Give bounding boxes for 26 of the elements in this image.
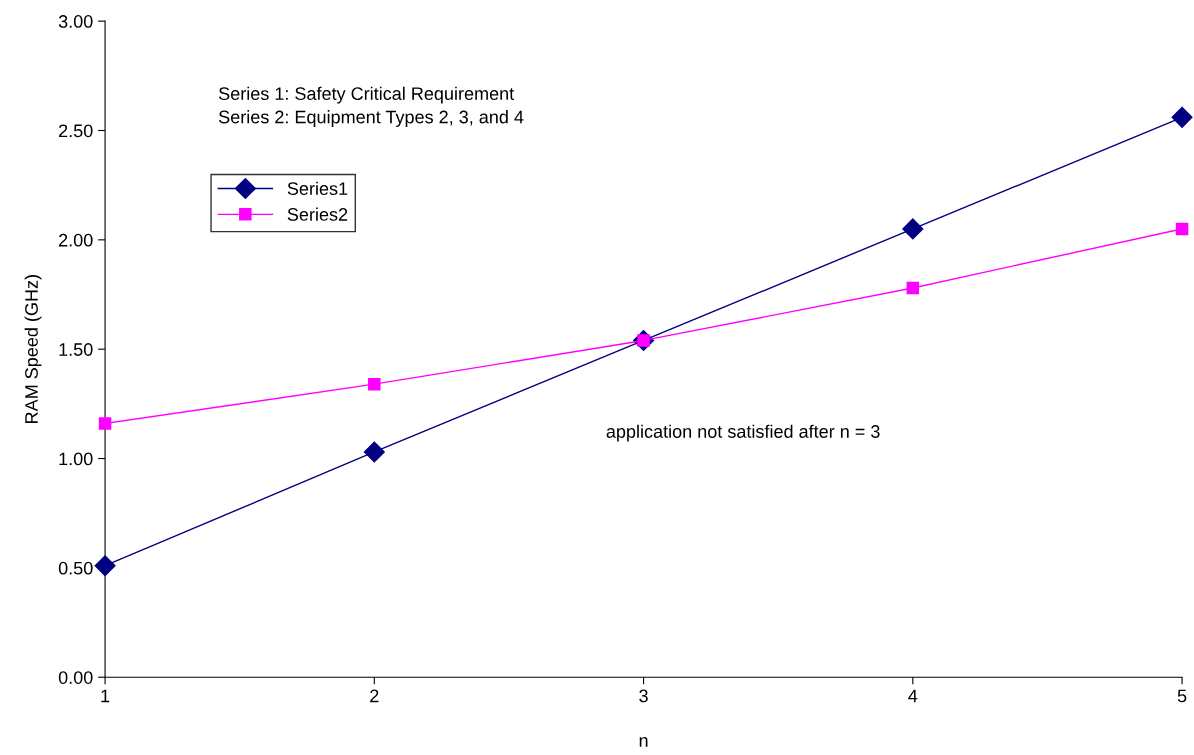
point (1175, 222, 1189, 236)
y-tick-label: 2.00 (59, 233, 93, 247)
y-tick-label: 0.00 (58, 671, 93, 684)
legend-label: Series1 (287, 181, 348, 195)
x-axis-title: n (639, 737, 648, 747)
x-tick-label: 5 (1177, 689, 1187, 703)
annotation: Series 1: Safety Critical Requirement Series 2: Equipment Types 2, 3, and 4 (218, 86, 524, 127)
y-tick-label: 2.50 (59, 124, 93, 138)
point (98, 417, 112, 430)
y-tick-label: 1.00 (59, 452, 93, 466)
y-tick-label: 3.00 (58, 15, 93, 28)
point (94, 555, 116, 577)
annotation: application not satisfied after n = 3 (606, 424, 880, 442)
point (1171, 106, 1193, 128)
x-tick-label: 4 (908, 689, 918, 703)
x-tick-label: 2 (370, 689, 379, 703)
point (368, 377, 381, 391)
point (906, 281, 920, 295)
y-axis-title: RAM Speed (GHz) (24, 275, 42, 423)
y-tick-label: 1.50 (59, 343, 93, 356)
point (363, 441, 385, 463)
point (902, 218, 924, 240)
legend-label: Series2 (287, 207, 348, 221)
y-tick-label: 0.50 (58, 561, 93, 575)
x-tick-label: 1 (101, 689, 110, 703)
x-tick-label: 3 (639, 689, 648, 703)
